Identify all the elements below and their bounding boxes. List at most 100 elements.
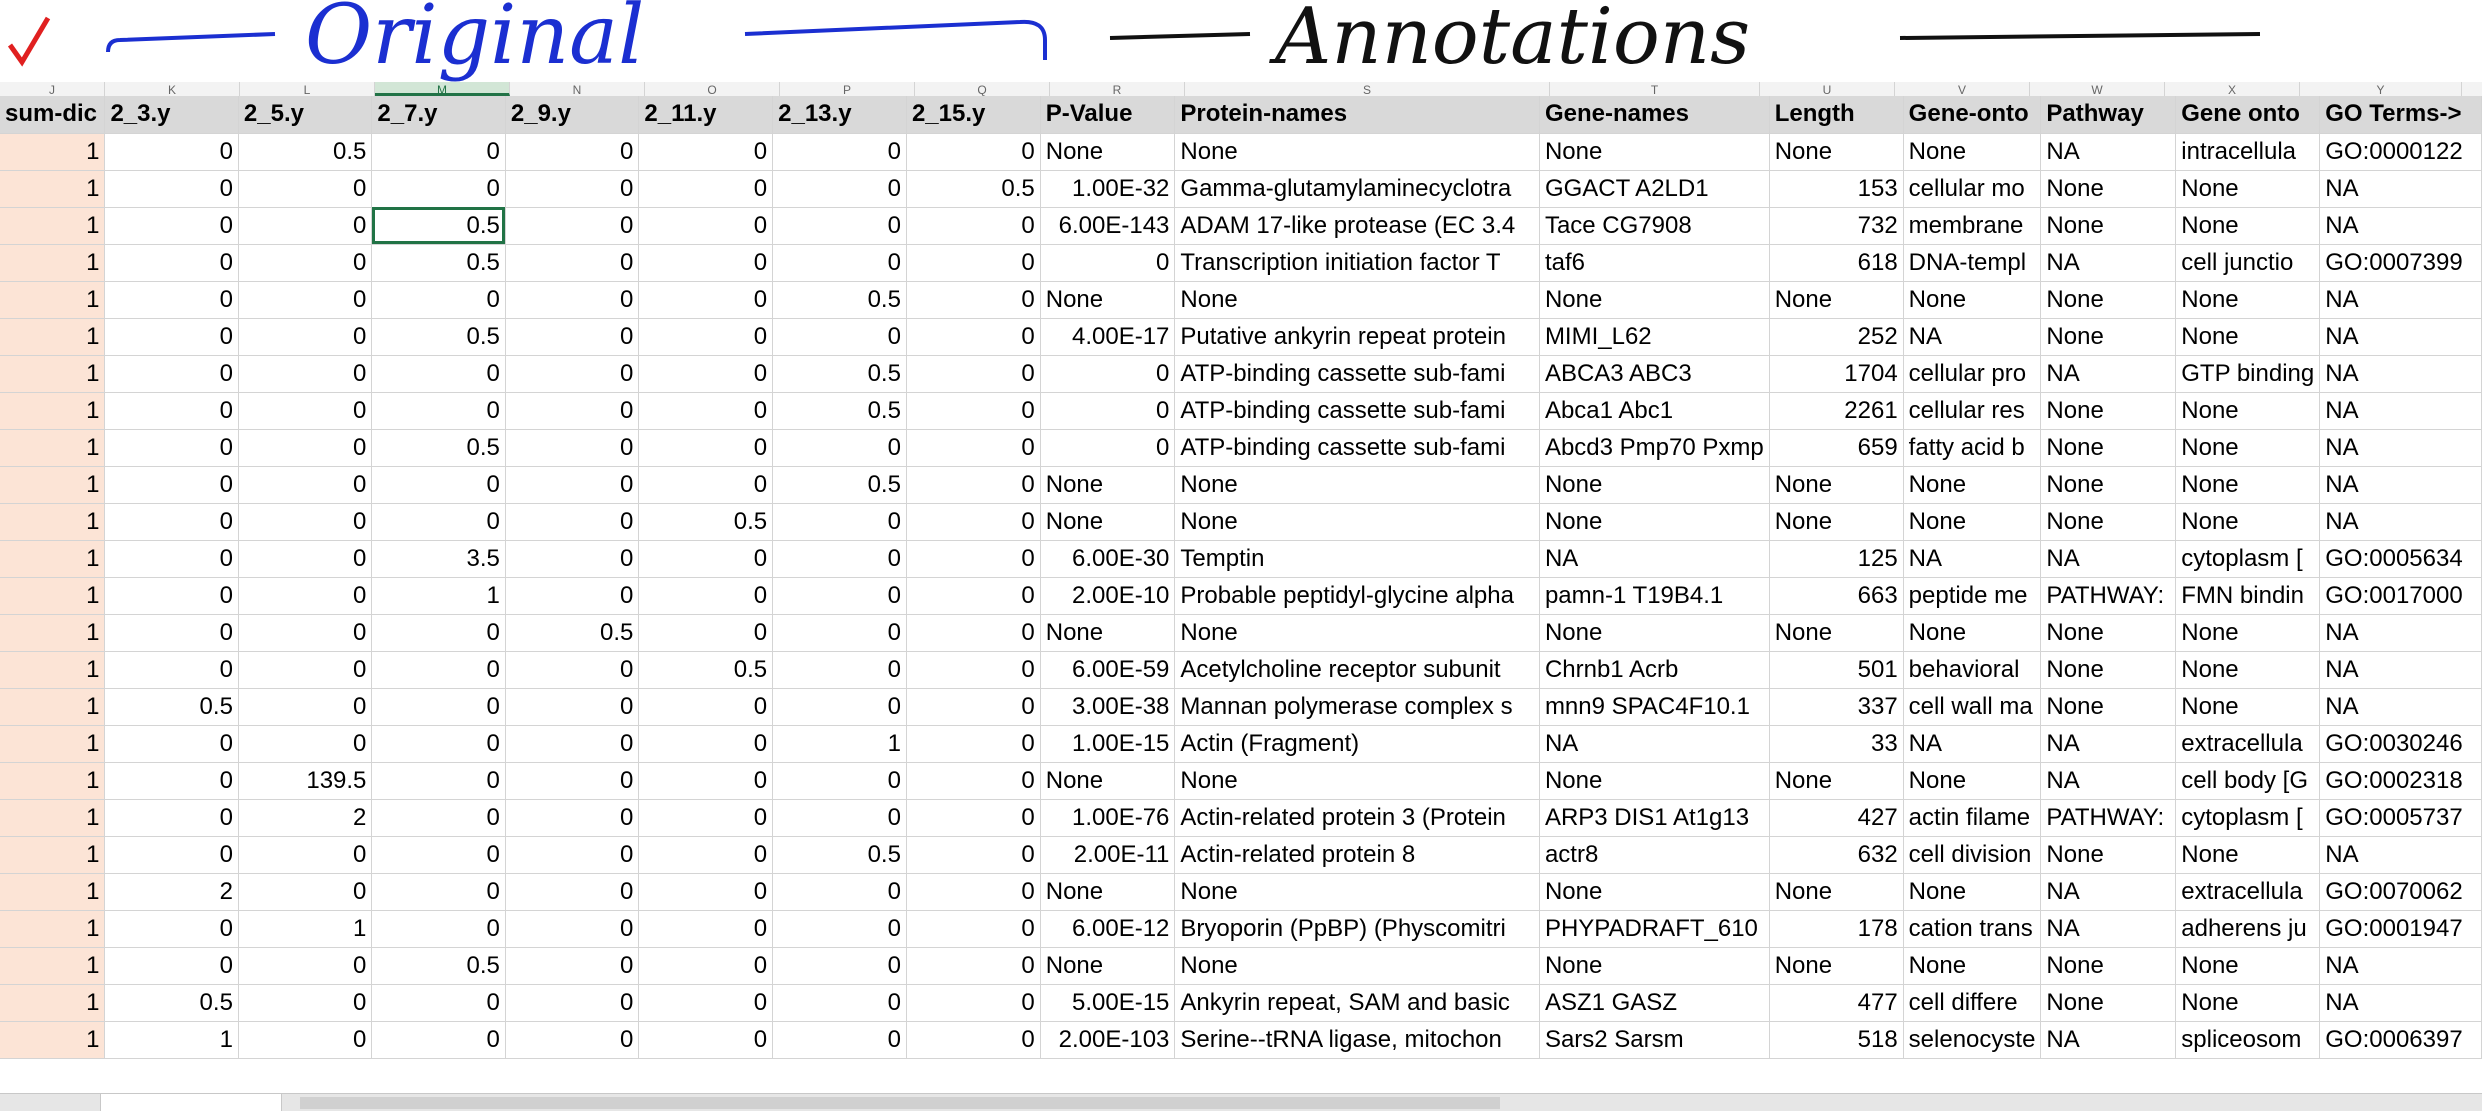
table-cell[interactable]: 1	[104, 1021, 239, 1059]
table-cell[interactable]: None	[1903, 614, 2042, 652]
table-cell[interactable]: GO:0006397	[2319, 1021, 2482, 1059]
column-header[interactable]: Length	[1769, 96, 1904, 134]
table-cell[interactable]: 1	[0, 762, 106, 800]
table-cell[interactable]: 252	[1769, 318, 1904, 356]
table-cell[interactable]: NA	[2319, 836, 2482, 874]
table-cell[interactable]: None	[1903, 503, 2042, 541]
table-cell[interactable]: NA	[2319, 503, 2482, 541]
table-cell[interactable]: 0	[371, 799, 506, 837]
table-cell[interactable]: NA	[2040, 540, 2177, 578]
table-cell[interactable]: 0	[505, 984, 640, 1022]
column-header[interactable]: 2_13.y	[772, 96, 907, 134]
table-cell[interactable]: Transcription initiation factor T	[1174, 244, 1540, 282]
table-cell[interactable]: NA	[2319, 170, 2482, 208]
table-cell[interactable]: 0	[104, 910, 239, 948]
table-cell[interactable]: 0	[104, 355, 239, 393]
table-cell[interactable]: 1	[0, 133, 106, 171]
table-cell[interactable]: 337	[1769, 688, 1904, 726]
table-cell[interactable]: None	[2040, 318, 2177, 356]
column-letter-O[interactable]: O	[645, 82, 780, 96]
column-letter-J[interactable]: J	[0, 82, 105, 96]
table-cell[interactable]: 6.00E-30	[1040, 540, 1176, 578]
table-cell[interactable]: 0	[371, 725, 506, 763]
table-cell[interactable]: None	[1903, 947, 2042, 985]
table-cell[interactable]: 0	[772, 170, 907, 208]
table-cell[interactable]: None	[1769, 873, 1904, 911]
table-cell[interactable]: 1	[0, 947, 106, 985]
table-cell[interactable]: 0	[906, 651, 1041, 689]
table-cell[interactable]: 0	[772, 762, 907, 800]
table-cell[interactable]: 0	[505, 873, 640, 911]
column-header[interactable]: Gene-onto	[1903, 96, 2042, 134]
table-cell[interactable]: fatty acid b	[1903, 429, 2042, 467]
column-letter-S[interactable]: S	[1185, 82, 1550, 96]
table-cell[interactable]: GO:0000122	[2319, 133, 2482, 171]
table-cell[interactable]: NA	[2040, 244, 2177, 282]
table-cell[interactable]: 0.5	[772, 392, 907, 430]
table-cell[interactable]: 2	[238, 799, 373, 837]
table-cell[interactable]: None	[2040, 170, 2177, 208]
table-cell[interactable]: NA	[1539, 725, 1770, 763]
table-cell[interactable]: 1	[371, 577, 506, 615]
table-cell[interactable]: 0	[638, 170, 774, 208]
table-cell[interactable]: NA	[1903, 540, 2042, 578]
table-cell[interactable]: 1	[0, 281, 106, 319]
table-cell[interactable]: cell differe	[1903, 984, 2042, 1022]
table-cell[interactable]: None	[1040, 614, 1176, 652]
sheet-tab[interactable]	[100, 1094, 282, 1111]
table-cell[interactable]: 1	[0, 1021, 106, 1059]
table-cell[interactable]: 0	[638, 392, 774, 430]
table-cell[interactable]: 1704	[1769, 355, 1904, 393]
table-cell[interactable]: ABCA3 ABC3	[1539, 355, 1770, 393]
table-cell[interactable]: NA	[2319, 429, 2482, 467]
table-cell[interactable]: 6.00E-12	[1040, 910, 1176, 948]
table-cell[interactable]: PHYPADRAFT_610	[1539, 910, 1770, 948]
table-cell[interactable]: intracellula	[2175, 133, 2321, 171]
table-cell[interactable]: GO:0007399	[2319, 244, 2482, 282]
table-cell[interactable]: 139.5	[238, 762, 373, 800]
table-cell[interactable]: 0	[104, 281, 239, 319]
table-cell[interactable]: None	[2040, 281, 2177, 319]
table-cell[interactable]: 0	[371, 392, 506, 430]
table-cell[interactable]: 0	[238, 984, 373, 1022]
table-cell[interactable]: 0	[371, 355, 506, 393]
table-cell[interactable]: PATHWAY:	[2040, 577, 2177, 615]
table-cell[interactable]: 1	[0, 170, 106, 208]
table-cell[interactable]: 0.5	[238, 133, 373, 171]
table-cell[interactable]: None	[2175, 836, 2321, 874]
table-cell[interactable]: 0	[371, 984, 506, 1022]
table-cell[interactable]: ADAM 17-like protease (EC 3.4	[1174, 207, 1540, 245]
table-cell[interactable]: None	[1769, 281, 1904, 319]
table-cell[interactable]: 0	[906, 1021, 1041, 1059]
table-cell[interactable]: Sars2 Sarsm	[1539, 1021, 1770, 1059]
table-cell[interactable]: None	[1769, 503, 1904, 541]
table-cell[interactable]: cytoplasm [	[2175, 540, 2321, 578]
table-cell[interactable]: GO:0005737	[2319, 799, 2482, 837]
table-cell[interactable]: 0	[104, 133, 239, 171]
table-cell[interactable]: 0	[906, 133, 1041, 171]
table-cell[interactable]: None	[2040, 207, 2177, 245]
table-cell[interactable]: ASZ1 GASZ	[1539, 984, 1770, 1022]
table-cell[interactable]: 0	[238, 392, 373, 430]
table-cell[interactable]: NA	[1903, 318, 2042, 356]
table-cell[interactable]: NA	[2319, 281, 2482, 319]
table-cell[interactable]: 0	[104, 170, 239, 208]
table-cell[interactable]: 0	[1040, 392, 1176, 430]
table-cell[interactable]: None	[1903, 873, 2042, 911]
table-cell[interactable]: 0	[505, 947, 640, 985]
table-cell[interactable]: 6.00E-59	[1040, 651, 1176, 689]
column-letter-T[interactable]: T	[1550, 82, 1760, 96]
column-header[interactable]: 2_5.y	[238, 96, 373, 134]
table-cell[interactable]: PATHWAY:	[2040, 799, 2177, 837]
table-cell[interactable]: None	[1903, 133, 2042, 171]
table-cell[interactable]: 0	[371, 1021, 506, 1059]
table-cell[interactable]: 0	[505, 799, 640, 837]
table-cell[interactable]: None	[1040, 947, 1176, 985]
column-letter-V[interactable]: V	[1895, 82, 2030, 96]
table-cell[interactable]: 1	[0, 207, 106, 245]
table-cell[interactable]: None	[1174, 873, 1540, 911]
table-cell[interactable]: Mannan polymerase complex s	[1174, 688, 1540, 726]
column-letter-P[interactable]: P	[780, 82, 915, 96]
table-cell[interactable]: 0	[906, 910, 1041, 948]
